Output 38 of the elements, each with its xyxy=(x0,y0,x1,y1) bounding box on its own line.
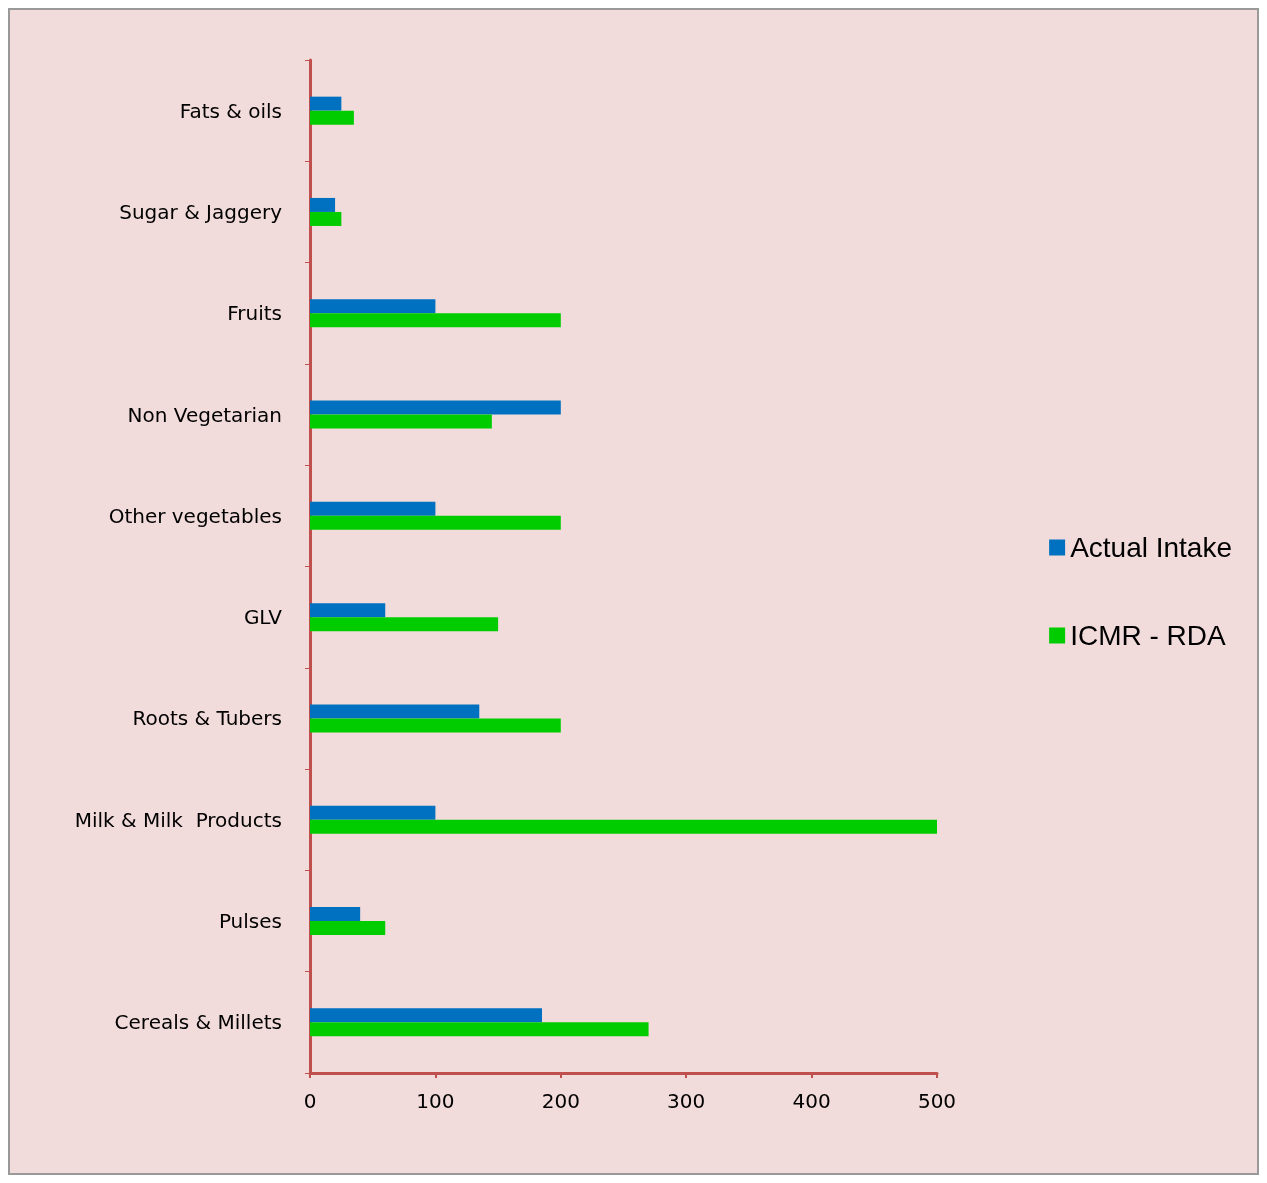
legend-label: ICMR - RDA xyxy=(1070,620,1226,651)
y-tick-label: GLV xyxy=(243,605,283,630)
y-tick-label: Non Vegetarian xyxy=(127,402,282,427)
bar xyxy=(310,299,436,314)
x-tick-label: 500 xyxy=(917,1089,957,1113)
bar xyxy=(310,819,937,834)
bar xyxy=(310,414,492,429)
bar xyxy=(310,96,342,111)
bar xyxy=(310,400,561,415)
x-tick-label: 100 xyxy=(416,1089,455,1113)
bar xyxy=(310,805,436,820)
bar xyxy=(310,110,354,125)
bar xyxy=(310,313,561,328)
bar xyxy=(310,501,436,516)
bar xyxy=(310,718,561,733)
x-tick-label: 400 xyxy=(792,1089,831,1113)
bar xyxy=(310,1022,649,1037)
bar xyxy=(310,1008,542,1023)
y-tick-label: Fruits xyxy=(227,301,282,326)
bar xyxy=(310,907,361,922)
bar xyxy=(310,211,342,226)
x-tick-label: 0 xyxy=(303,1089,317,1113)
bar xyxy=(310,704,480,719)
bar xyxy=(310,921,386,936)
y-tick-label: Other vegetables xyxy=(108,503,282,528)
bar xyxy=(310,197,336,212)
y-tick-label: Pulses xyxy=(218,909,282,934)
x-tick-label: 300 xyxy=(667,1089,706,1113)
y-tick-label: Cereals & Millets xyxy=(114,1010,282,1035)
x-tick-label: 200 xyxy=(541,1089,580,1113)
bar xyxy=(310,515,561,530)
y-tick-label: Roots & Tubers xyxy=(132,706,282,731)
bar xyxy=(310,617,499,632)
y-tick-label: Sugar & Jaggery xyxy=(119,199,283,224)
y-tick-label: Milk & Milk Products xyxy=(74,807,282,832)
bar xyxy=(310,603,386,618)
legend-label: Actual Intake xyxy=(1070,532,1232,563)
y-tick-label: Fats & oils xyxy=(179,98,282,123)
